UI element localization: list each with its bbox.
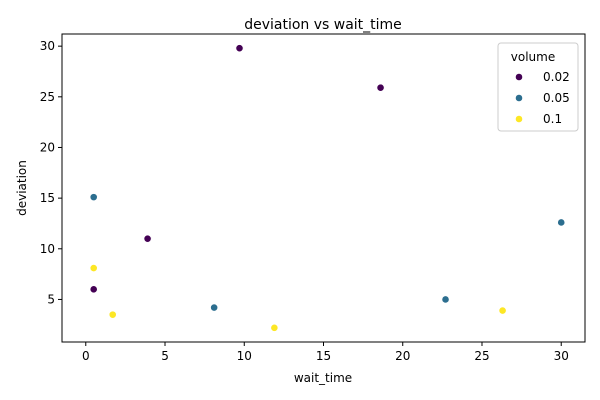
x-axis-label: wait_time xyxy=(294,371,352,385)
legend-label: 0.05 xyxy=(543,91,570,105)
chart-title: deviation vs wait_time xyxy=(244,17,402,33)
x-tick-label: 30 xyxy=(554,349,569,363)
x-tick-label: 10 xyxy=(237,349,252,363)
legend: volume 0.02 0.05 0.1 xyxy=(497,42,579,132)
x-tick-label: 15 xyxy=(316,349,331,363)
data-point xyxy=(210,303,219,312)
data-point xyxy=(89,264,98,272)
x-tick-label: 0 xyxy=(82,349,90,363)
data-point xyxy=(557,218,566,227)
data-point xyxy=(89,285,98,294)
y-axis: 5 10 15 20 25 30 xyxy=(40,39,62,306)
legend-label: 0.1 xyxy=(543,112,562,126)
data-point xyxy=(235,44,244,53)
data-points xyxy=(89,44,566,332)
y-tick-label: 30 xyxy=(40,39,55,53)
x-tick-label: 20 xyxy=(395,349,410,363)
legend-marker xyxy=(515,73,523,81)
x-tick-label: 25 xyxy=(474,349,489,363)
data-point xyxy=(376,83,385,92)
data-point xyxy=(441,295,450,304)
legend-items: 0.02 0.05 0.1 xyxy=(515,70,570,126)
x-axis: 0 5 10 15 20 25 30 xyxy=(82,342,569,363)
x-tick-label: 5 xyxy=(161,349,169,363)
y-tick-label: 20 xyxy=(40,140,55,154)
legend-frame xyxy=(497,42,579,132)
legend-label: 0.02 xyxy=(543,70,570,84)
legend-marker xyxy=(515,115,523,123)
plot-area: 0 5 10 15 20 25 30 5 10 15 20 25 30 xyxy=(40,33,586,363)
y-tick-label: 25 xyxy=(40,90,55,104)
data-point xyxy=(108,310,117,319)
y-axis-label: deviation xyxy=(15,160,29,216)
y-tick-label: 5 xyxy=(47,292,55,306)
legend-marker xyxy=(515,94,523,102)
y-tick-label: 15 xyxy=(40,191,55,205)
y-tick-label: 10 xyxy=(40,242,55,256)
data-point xyxy=(498,306,507,315)
data-point xyxy=(270,323,279,332)
data-point xyxy=(89,193,98,202)
legend-title: volume xyxy=(511,50,555,64)
data-point xyxy=(143,234,152,243)
